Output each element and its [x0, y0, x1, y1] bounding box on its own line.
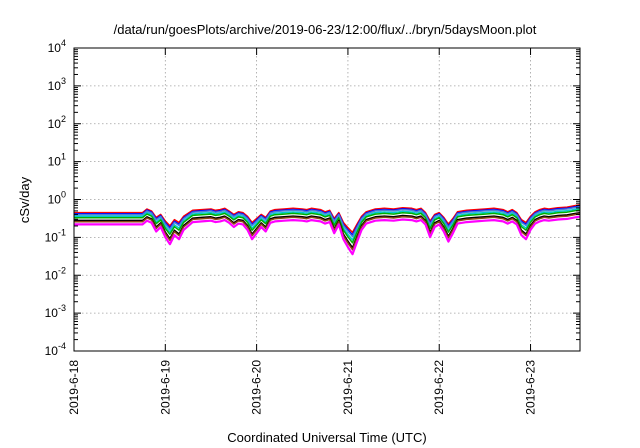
- x-tick-label: 2019-6-20: [250, 360, 264, 415]
- x-tick-label: 2019-6-23: [524, 360, 538, 415]
- x-tick-label: 2019-6-21: [341, 360, 355, 415]
- y-tick-label: 10-4: [45, 341, 66, 358]
- chart-title: /data/run/goesPlots/archive/2019-06-23/1…: [114, 22, 537, 37]
- y-tick-label: 10-1: [45, 227, 66, 244]
- y-tick-label: 101: [48, 152, 66, 169]
- x-axis-label: Coordinated Universal Time (UTC): [227, 430, 426, 445]
- series-lines: [74, 204, 580, 256]
- series-line: [74, 209, 580, 244]
- series-line: [74, 207, 580, 241]
- y-axis-label: cSv/day: [17, 176, 32, 223]
- x-tick-label: 2019-6-18: [67, 360, 81, 415]
- grid-lines: [74, 48, 580, 351]
- series-line: [74, 204, 580, 234]
- y-tick-label: 10-2: [45, 265, 66, 282]
- y-tick-label: 103: [48, 76, 66, 93]
- y-tick-label: 102: [48, 114, 66, 131]
- y-tick-label: 100: [48, 190, 66, 207]
- y-tick-label: 10-3: [45, 303, 66, 320]
- series-line: [74, 206, 580, 238]
- x-axis: 2019-6-18 2019-6-19 2019-6-20 2019-6-21 2019…: [67, 48, 538, 415]
- series-line: [74, 213, 580, 251]
- x-tick-label: 2019-6-19: [158, 360, 172, 415]
- x-tick-label: 2019-6-22: [432, 360, 446, 415]
- series-line: [74, 215, 580, 256]
- y-axis: 10-4 10-3 10-2 10-1 100 101 102 103 104: [45, 38, 580, 358]
- y-tick-label: 104: [48, 38, 66, 55]
- series-line: [74, 211, 580, 249]
